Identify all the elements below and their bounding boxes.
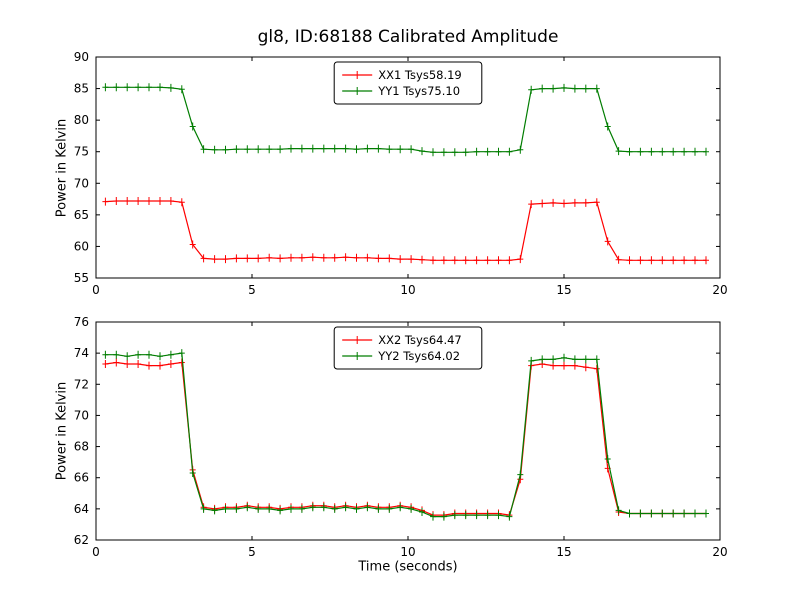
y-tick-label: 62 (74, 533, 89, 547)
bottom-chart: 0 5 10 15 20 62 64 66 68 70 72 74 76 XX2 Tsys64.47 YY2… (74, 315, 728, 559)
y-tick-label: 75 (74, 145, 89, 159)
series-markers-xx1 (102, 197, 709, 265)
series-markers-yy2 (102, 349, 709, 521)
x-axis-label: Time (seconds) (358, 559, 458, 575)
x-tick-label: 15 (556, 283, 571, 297)
legend-box (333, 61, 483, 105)
series-markers-yy1 (102, 83, 709, 157)
y-tick-label: 68 (74, 440, 89, 454)
y-tick-label: 66 (74, 471, 89, 485)
y-tick-label: 55 (74, 271, 89, 285)
series-markers-xx2 (102, 358, 709, 520)
x-tick-label: 10 (400, 283, 415, 297)
bottom-chart-ylabel: Power in Kelvin (54, 381, 70, 481)
x-tick-label: 0 (92, 283, 100, 297)
legend-marker-sample (354, 352, 361, 360)
legend: XX2 Tsys64.47 YY2 Tsys64.02 (333, 326, 483, 370)
y-tick-label: 72 (74, 377, 89, 391)
legend-label: YY1 Tsys75.10 (377, 84, 460, 98)
x-tick-label: 5 (248, 545, 256, 559)
y-tick-label: 64 (74, 502, 89, 516)
y-tick-label: 70 (74, 176, 89, 190)
legend-marker-sample (354, 71, 361, 79)
series-line-xx1 (105, 200, 706, 261)
top-chart-ylabel: Power in Kelvin (54, 118, 70, 218)
y-tick-label: 65 (74, 208, 89, 222)
y-tick-label: 70 (74, 408, 89, 422)
legend-marker-sample (354, 87, 361, 95)
y-tick-label: 80 (74, 113, 89, 127)
y-tick-label: 76 (74, 315, 89, 329)
chart-title: gl8, ID:68188 Calibrated Amplitude (257, 27, 559, 47)
legend: XX1 Tsys58.19 YY1 Tsys75.10 (333, 61, 483, 105)
x-tick-label: 0 (92, 545, 100, 559)
y-tick-label: 60 (74, 239, 89, 253)
y-tick-label: 85 (74, 82, 89, 96)
legend-label: XX1 Tsys58.19 (378, 68, 462, 82)
x-tick-label: 10 (400, 545, 415, 559)
series-line-yy2 (105, 352, 706, 518)
legend-marker-sample (354, 336, 361, 344)
series-line-xx2 (105, 361, 706, 516)
x-tick-label: 15 (556, 545, 571, 559)
legend-label: YY2 Tsys64.02 (377, 349, 460, 363)
legend-label: XX2 Tsys64.47 (378, 333, 462, 347)
legend-box (333, 326, 483, 370)
y-tick-label: 74 (74, 346, 89, 360)
y-tick-label: 90 (74, 50, 89, 64)
x-tick-label: 20 (712, 545, 727, 559)
top-chart: 0 5 10 15 20 55 60 65 70 75 80 85 90 XX1 Tsys58.19 YY1… (74, 50, 728, 297)
x-tick-label: 20 (712, 283, 727, 297)
x-tick-label: 5 (248, 283, 256, 297)
